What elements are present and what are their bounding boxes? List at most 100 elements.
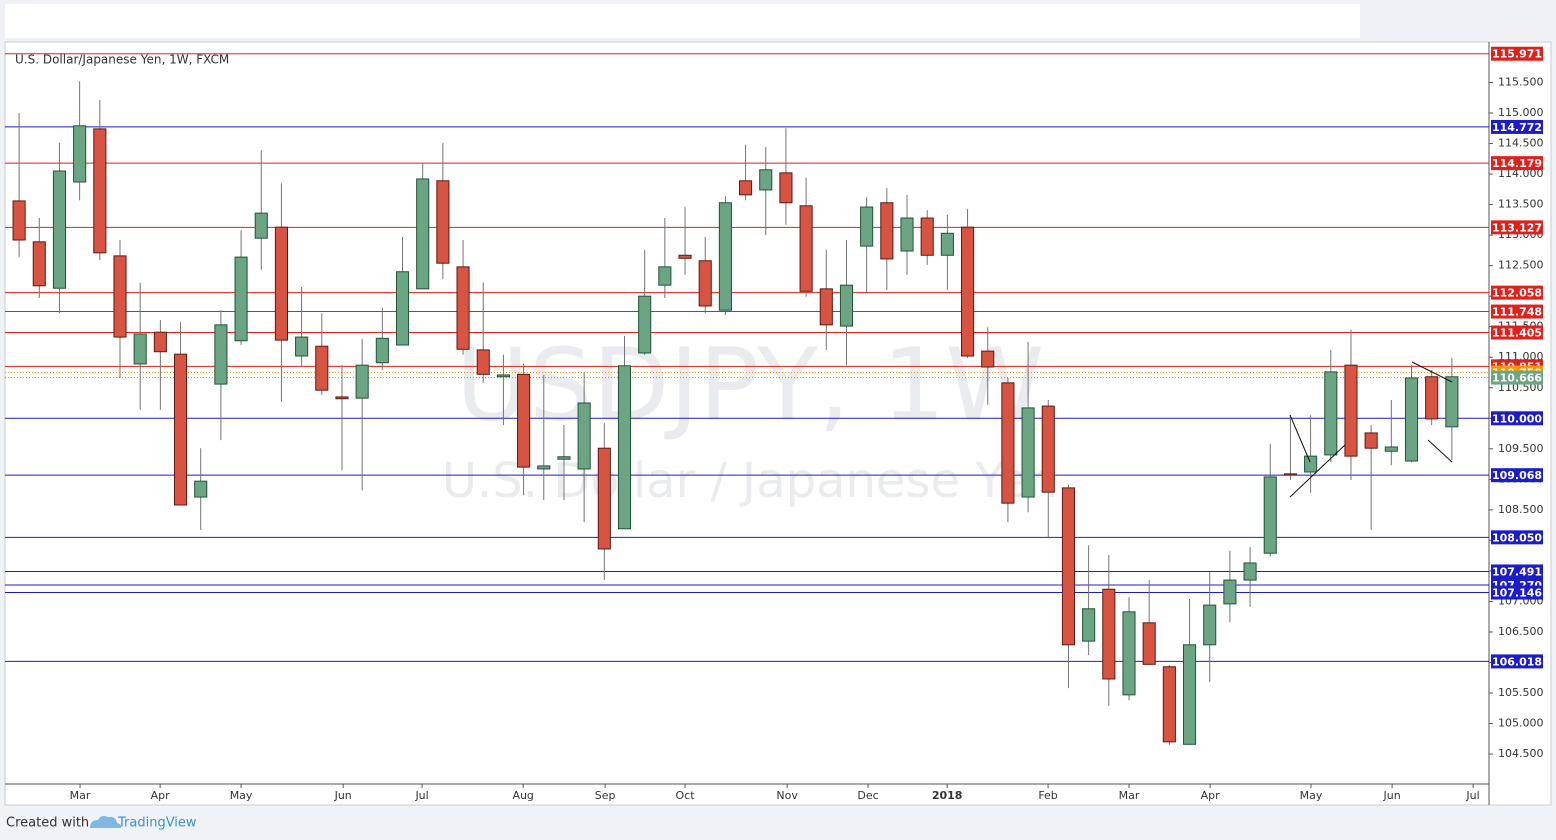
drawings xyxy=(1289,361,1453,498)
level-label: 106.018 xyxy=(1492,655,1542,668)
level-label-box xyxy=(1491,654,1543,669)
candle-body xyxy=(617,365,632,530)
candle-body xyxy=(1102,588,1116,680)
candle-body xyxy=(355,364,369,399)
candle-body xyxy=(1324,371,1338,456)
footer-text: Created with xyxy=(6,816,89,831)
level-label-box xyxy=(1491,564,1543,579)
candle-body xyxy=(436,180,450,264)
level-label: 115.971 xyxy=(1492,48,1542,61)
candle-body xyxy=(557,456,571,460)
level-label: 110.666 xyxy=(1492,372,1542,385)
level-label: 108.050 xyxy=(1492,531,1542,544)
level-label: 111.405 xyxy=(1492,326,1542,339)
candle-body xyxy=(395,271,410,346)
candle-body xyxy=(678,254,692,259)
y-tick-label: 104.500 xyxy=(1498,747,1544,760)
top-input xyxy=(5,4,1360,38)
trend-line xyxy=(1427,439,1453,463)
level-label-box xyxy=(1491,285,1543,300)
x-tick-label: May xyxy=(1300,789,1323,802)
level-label-box xyxy=(1491,220,1543,235)
y-tick-label: 105.000 xyxy=(1498,717,1544,730)
candle-body xyxy=(779,172,793,204)
candle-body xyxy=(153,331,167,353)
level-label-box xyxy=(1491,468,1543,483)
candle-body xyxy=(517,373,531,468)
candle-body xyxy=(1223,579,1237,605)
candle-body xyxy=(173,353,188,506)
candle-body xyxy=(658,266,672,286)
level-label: 111.748 xyxy=(1492,306,1542,319)
x-tick-label: Mar xyxy=(70,789,91,802)
x-tick-label: Jun xyxy=(1383,789,1401,802)
candle-body xyxy=(718,202,732,311)
candle-body xyxy=(1001,382,1015,504)
candle-body xyxy=(113,255,127,338)
x-tick-label: Oct xyxy=(676,789,696,802)
candle-body xyxy=(1162,666,1176,743)
level-label-box xyxy=(1491,411,1543,426)
watermark-subtitle: U.S. Dollar / Japanese Yen xyxy=(442,453,1058,509)
candle-body xyxy=(860,206,874,247)
candle-body xyxy=(1344,364,1358,457)
candle-body xyxy=(214,324,228,385)
candle-body xyxy=(315,345,329,391)
x-tick-label: Jul xyxy=(414,789,428,802)
y-tick-label: 114.500 xyxy=(1498,137,1544,150)
candle-body xyxy=(456,266,470,350)
level-label-box xyxy=(1491,370,1543,385)
x-tick-label: Aug xyxy=(512,789,533,802)
candle-body xyxy=(819,288,833,326)
x-tick-label: Apr xyxy=(151,789,171,802)
level-label: 109.068 xyxy=(1492,469,1542,482)
candle-body xyxy=(1425,376,1439,420)
candle-body xyxy=(537,465,551,470)
level-label: 113.127 xyxy=(1492,221,1542,234)
candle-body xyxy=(194,480,208,498)
trend-line xyxy=(1411,361,1453,383)
footer-brand[interactable]: TradingView xyxy=(117,816,197,831)
x-tick-label: Nov xyxy=(776,789,798,802)
footer xyxy=(0,806,1556,840)
x-tick-label: Jul xyxy=(1465,789,1479,802)
candle-body xyxy=(1142,622,1156,665)
candle-body xyxy=(1243,562,1257,581)
x-tick-label: May xyxy=(230,789,253,802)
candle-body xyxy=(416,178,430,290)
y-tick-label: 108.500 xyxy=(1498,503,1544,516)
candle-body xyxy=(880,202,894,260)
y-tick-label: 109.500 xyxy=(1498,442,1544,455)
candle-body xyxy=(1364,432,1378,449)
candle-body xyxy=(32,241,46,287)
candle-body xyxy=(274,226,288,341)
candle-body xyxy=(1082,608,1096,642)
y-tick-label: 115.500 xyxy=(1498,75,1544,88)
candle-body xyxy=(73,125,87,183)
trend-line xyxy=(1289,414,1311,463)
level-label: 107.491 xyxy=(1492,565,1542,578)
y-tick-label: 115.000 xyxy=(1498,106,1544,119)
level-label-box xyxy=(1491,156,1543,171)
chart-title: U.S. Dollar/Japanese Yen, 1W, FXCM xyxy=(15,53,229,67)
candle-body xyxy=(133,333,147,365)
x-tick-label: Mar xyxy=(1119,789,1140,802)
candle-body xyxy=(254,212,268,239)
x-tick-label: Jun xyxy=(334,789,352,802)
x-tick-label: Feb xyxy=(1038,789,1057,802)
y-tick-label: 114.000 xyxy=(1498,167,1544,180)
candle-body xyxy=(375,337,389,364)
candle-body xyxy=(981,350,995,368)
candle-body xyxy=(940,232,954,256)
candle-body xyxy=(234,256,248,342)
level-label-box xyxy=(1491,304,1543,319)
x-tick-label: Dec xyxy=(857,789,878,802)
candle-body xyxy=(1445,376,1459,428)
x-tick-label: 2018 xyxy=(932,789,963,802)
candle-body xyxy=(1304,455,1318,473)
candle-body xyxy=(1182,644,1197,745)
candle-body xyxy=(900,217,914,252)
level-label: 110.000 xyxy=(1492,412,1542,425)
level-label-box xyxy=(1491,119,1543,134)
